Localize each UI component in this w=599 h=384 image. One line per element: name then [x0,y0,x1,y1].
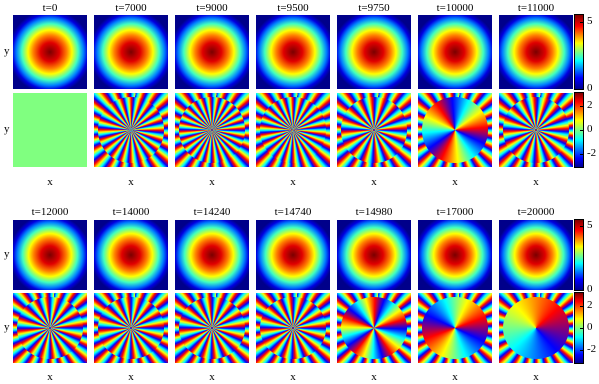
time-label: t=0 [42,2,58,14]
phase-panel [175,293,249,363]
colorbar-tick [580,350,583,352]
phase-disk [179,297,245,359]
x-label: x [533,176,539,188]
phase-panel [337,93,411,167]
phase-panel [94,293,168,363]
colorbar-tick [580,21,583,23]
density-panel [13,15,87,89]
x-label: x [209,371,215,383]
phase-disk [260,297,326,359]
x-label: x [128,371,134,383]
phase-panel [13,293,87,363]
x-label: x [47,371,53,383]
colorbar-tick-label: 0 [587,82,593,94]
y-label: y [4,45,10,57]
colorbar [574,14,584,90]
phase-panel [256,293,330,363]
density-panel [94,220,168,290]
colorbar-tick [580,89,583,90]
x-label: x [290,371,296,383]
time-label: t=7000 [115,2,147,14]
time-label: t=11000 [517,2,555,14]
time-label: t=9500 [277,2,309,14]
phase-disk [503,97,569,163]
colorbar-tick-label: 2 [587,298,593,311]
phase-panel [418,293,492,363]
x-label: x [209,176,215,188]
phase-panel [94,93,168,167]
phase-disk [98,297,164,359]
phase-disk [341,297,407,359]
x-label: x [128,176,134,188]
colorbar-tick-label: 5 [587,219,593,232]
phase-panel [499,293,573,363]
time-label: t=10000 [436,2,474,14]
time-label: t=17000 [436,206,474,218]
phase-panel [175,93,249,167]
density-panel [499,15,573,89]
colorbar-tick-label: -2 [587,343,597,356]
phase-panel [256,93,330,167]
density-panel [337,15,411,89]
x-label: x [371,176,377,188]
density-panel [94,15,168,89]
colorbar-tick [580,226,583,228]
colorbar-tick-label: 0 [587,321,593,333]
x-label: x [371,371,377,383]
phase-disk [341,97,407,163]
time-label: t=14240 [193,206,231,218]
density-panel [418,15,492,89]
colorbar-tick [580,130,583,131]
colorbar-tick-label: 0 [587,283,593,295]
y-label: y [4,123,10,135]
density-panel [256,220,330,290]
density-panel [256,15,330,89]
phase-disk [422,97,488,163]
phase-disk [503,297,569,359]
phase-panel [499,93,573,167]
density-panel [499,220,573,290]
time-label: t=12000 [31,206,69,218]
time-label: t=20000 [517,206,555,218]
x-label: x [452,371,458,383]
y-label: y [4,321,10,333]
colorbar-tick [580,106,583,108]
colorbar [574,92,584,168]
colorbar-tick [580,153,583,155]
colorbar-tick-label: 5 [587,14,593,27]
phase-disk [260,97,326,163]
density-panel [337,220,411,290]
phase-panel [13,93,87,167]
density-panel [175,220,249,290]
density-panel [175,15,249,89]
colorbar [574,219,584,291]
time-label: t=14000 [112,206,150,218]
x-label: x [533,371,539,383]
phase-panel [337,293,411,363]
colorbar-tick [580,290,583,291]
x-label: x [290,176,296,188]
colorbar [574,292,584,364]
x-label: x [452,176,458,188]
density-panel [418,220,492,290]
time-label: t=14740 [274,206,312,218]
colorbar-tick-label: 0 [587,123,593,135]
phase-panel [418,93,492,167]
colorbar-tick-label: 2 [587,99,593,112]
time-label: t=9750 [358,2,390,14]
colorbar-tick [580,305,583,307]
phase-disk [98,97,164,163]
time-label: t=9000 [196,2,228,14]
time-label: t=14980 [355,206,393,218]
colorbar-tick [580,328,583,329]
phase-disk [17,297,83,359]
y-label: y [4,248,10,260]
phase-disk [422,297,488,359]
density-panel [13,220,87,290]
colorbar-tick-label: -2 [587,146,597,159]
phase-disk [179,97,245,163]
x-label: x [47,176,53,188]
